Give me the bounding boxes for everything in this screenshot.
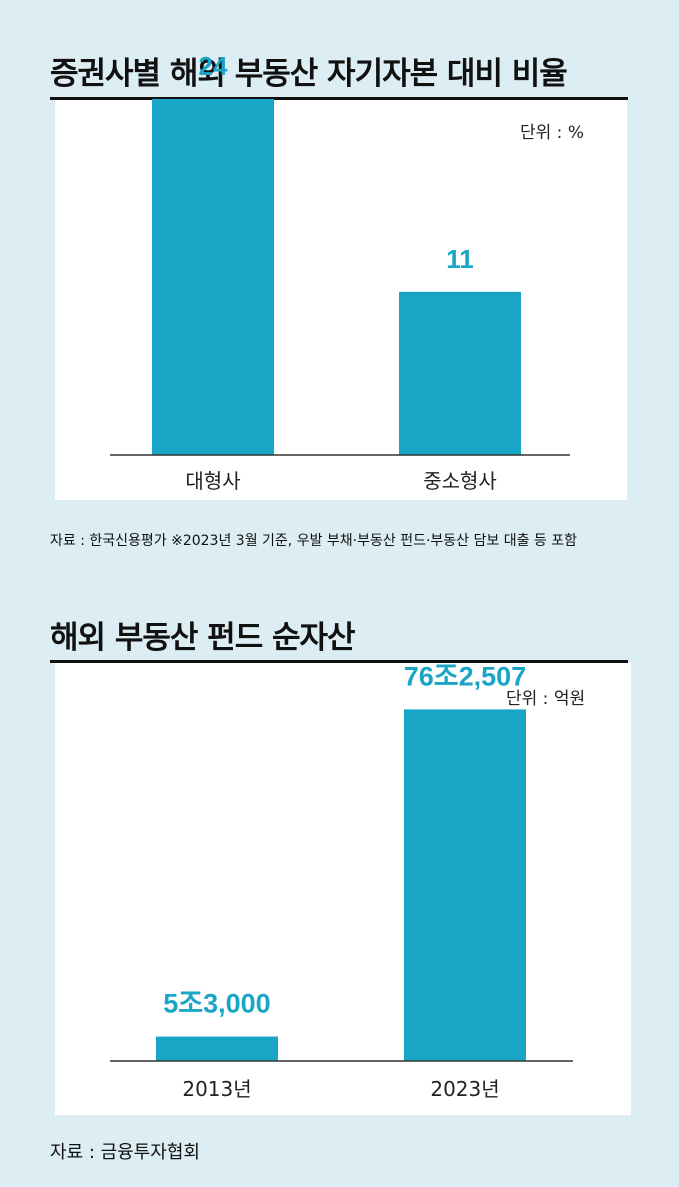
chart1-plot: 24 대형사 11 중소형사 [110, 51, 570, 493]
chart2-title-rule [50, 660, 628, 663]
chart2-category-label-2: 2023년 [430, 1077, 499, 1101]
chart2-unit-label: 단위 : 억원 [506, 689, 586, 709]
chart1-category-label-2: 중소형사 [423, 469, 497, 493]
chart2-bar-2 [404, 709, 526, 1061]
chart1-bar-1 [152, 99, 274, 455]
chart2-value-label-2: 76조2,507 [404, 661, 526, 691]
chart1-source-note: 자료 : 한국신용평가 ※2023년 3월 기준, 우발 부채·부동산 펀드·부… [50, 533, 578, 549]
chart2-title: 해외 부동산 펀드 순자산 [50, 620, 356, 656]
chart2-bar-1 [156, 1036, 278, 1061]
chart1-value-label-2: 11 [446, 244, 474, 274]
chart2-panel: 5조3,000 2013년 76조2,507 2023년 [55, 661, 631, 1115]
chart1-panel: 24 대형사 11 중소형사 [55, 51, 627, 500]
chart2-value-label-1: 5조3,000 [163, 989, 270, 1019]
chart1-bar-2 [399, 291, 521, 455]
chart1-title-rule [50, 97, 628, 100]
chart1-value-label-1: 24 [199, 51, 228, 81]
chart1-unit-label: 단위 : % [520, 123, 584, 143]
chart2-plot: 5조3,000 2013년 76조2,507 2023년 [110, 661, 573, 1101]
chart1-category-label-1: 대형사 [185, 469, 240, 493]
chart1-title: 증권사별 해외 부동산 자기자본 대비 비율 [50, 56, 568, 92]
chart2-category-label-1: 2013년 [182, 1077, 251, 1101]
chart2-source-note: 자료 : 금융투자협회 [50, 1142, 200, 1163]
